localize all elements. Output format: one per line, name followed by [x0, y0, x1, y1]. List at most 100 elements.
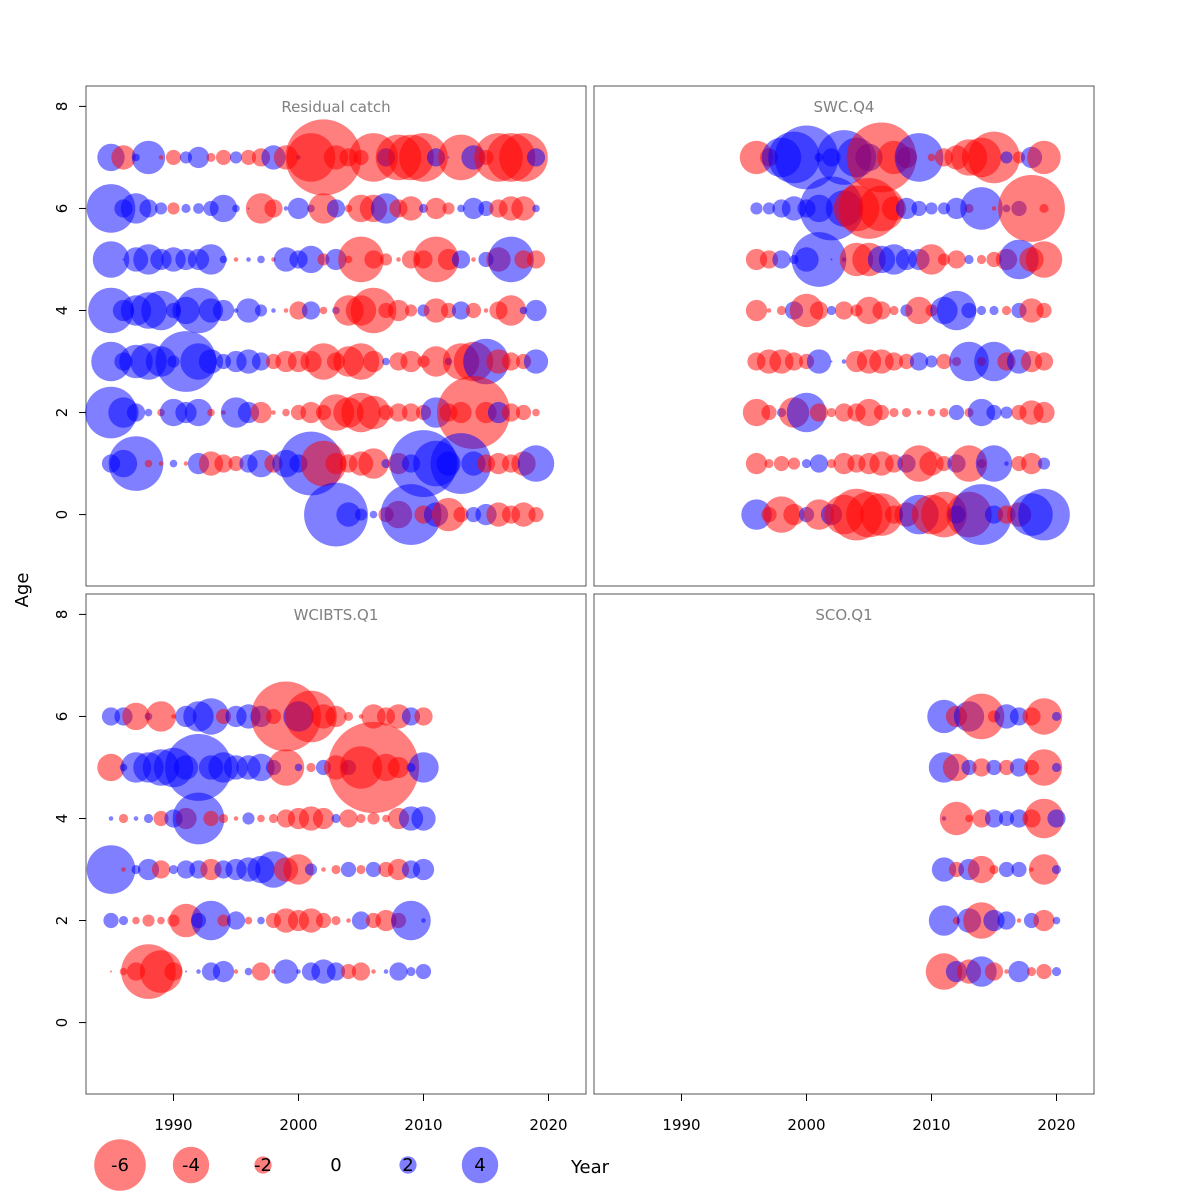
bubble — [976, 305, 987, 316]
panel-wcibts-q1: WCIBTS.Q1 0 2 4 6 8 1990 2000 2010 2020 — [53, 593, 587, 1134]
bubble — [420, 346, 452, 377]
bubble — [132, 916, 140, 925]
bubble — [406, 966, 416, 977]
x-tick-label: 2010 — [404, 1116, 442, 1134]
bubble — [247, 753, 275, 782]
bubble — [421, 918, 426, 923]
bubble — [528, 506, 544, 523]
bubble — [916, 410, 922, 415]
bubble — [103, 912, 119, 929]
bubble — [191, 900, 231, 941]
y-tick-label: 0 — [53, 1018, 71, 1028]
bubble — [356, 813, 366, 824]
bubble — [325, 705, 347, 728]
legend-item: -6 — [94, 1139, 146, 1191]
bubble — [143, 813, 154, 824]
bubble — [203, 810, 219, 827]
bubble — [939, 801, 974, 836]
bubble — [430, 433, 492, 494]
bubble — [233, 257, 239, 262]
bubble — [217, 914, 230, 927]
bubble — [901, 407, 912, 418]
bubbles — [925, 693, 1066, 990]
bubble — [91, 341, 131, 382]
bubble — [331, 915, 341, 926]
bubble — [300, 440, 347, 487]
bubble — [1016, 918, 1022, 923]
bubble — [478, 200, 494, 217]
bubble — [745, 452, 768, 475]
bubble — [834, 301, 854, 320]
bubble — [830, 258, 833, 261]
bubble — [451, 250, 471, 269]
bubble — [806, 349, 832, 374]
bubble — [442, 202, 455, 215]
bubble — [378, 404, 394, 421]
bubble — [989, 305, 999, 316]
bubble — [168, 864, 179, 875]
bubble — [411, 806, 436, 831]
x-axis-label: Year — [570, 1157, 610, 1178]
bubble — [532, 204, 540, 213]
bubble — [1034, 352, 1054, 371]
bubble — [511, 196, 536, 221]
bubble — [193, 203, 204, 214]
bubble — [437, 376, 510, 450]
bubble — [462, 197, 485, 220]
bubble — [196, 969, 201, 974]
panel-title: Residual catch — [281, 98, 390, 116]
bubble — [375, 909, 397, 932]
bubble — [209, 194, 238, 223]
bubble — [144, 459, 153, 468]
bubble — [884, 352, 904, 371]
bubble — [141, 290, 181, 331]
bubble — [118, 915, 129, 926]
bubble — [92, 241, 130, 278]
y-tick-label: 8 — [53, 610, 71, 620]
bubble — [1051, 864, 1062, 875]
bubble — [382, 814, 390, 823]
bubble — [142, 914, 155, 927]
bubble — [398, 196, 424, 221]
bubble — [501, 403, 521, 422]
bubble — [1036, 302, 1052, 319]
bubble — [343, 711, 354, 722]
bubble — [787, 457, 801, 470]
panel-sco-q1: SCO.Q1 1990 2000 2010 2020 — [593, 593, 1095, 1134]
bubble — [206, 152, 216, 162]
bubble — [961, 302, 977, 319]
bubble — [184, 398, 213, 427]
bubble — [285, 119, 362, 196]
bubble — [1018, 488, 1070, 541]
bubble — [86, 184, 136, 233]
bubble — [400, 350, 422, 373]
x-tick-label: 1990 — [154, 1116, 192, 1134]
legend-item: 4 — [461, 1146, 499, 1184]
bubble — [997, 911, 1016, 930]
bubble — [948, 404, 965, 421]
panel-frame — [85, 85, 587, 587]
bubble — [257, 916, 265, 925]
bubble — [382, 357, 390, 366]
bubble — [440, 302, 457, 319]
bubble — [408, 752, 439, 783]
bubble — [396, 257, 401, 262]
bubble — [1026, 966, 1037, 977]
bubble — [1033, 909, 1055, 932]
bubble — [294, 763, 303, 772]
bubble — [133, 816, 139, 821]
bubble — [431, 497, 466, 532]
bubble — [791, 232, 847, 287]
bubble — [786, 392, 827, 433]
bubble — [928, 905, 960, 936]
bubble — [304, 863, 318, 876]
bubble — [514, 250, 533, 269]
bubble — [1024, 798, 1064, 839]
bubble — [340, 963, 357, 980]
bubble — [244, 916, 253, 925]
bubble — [339, 809, 358, 828]
bubble — [872, 301, 891, 320]
bubble — [158, 155, 164, 160]
bubble — [471, 257, 476, 262]
